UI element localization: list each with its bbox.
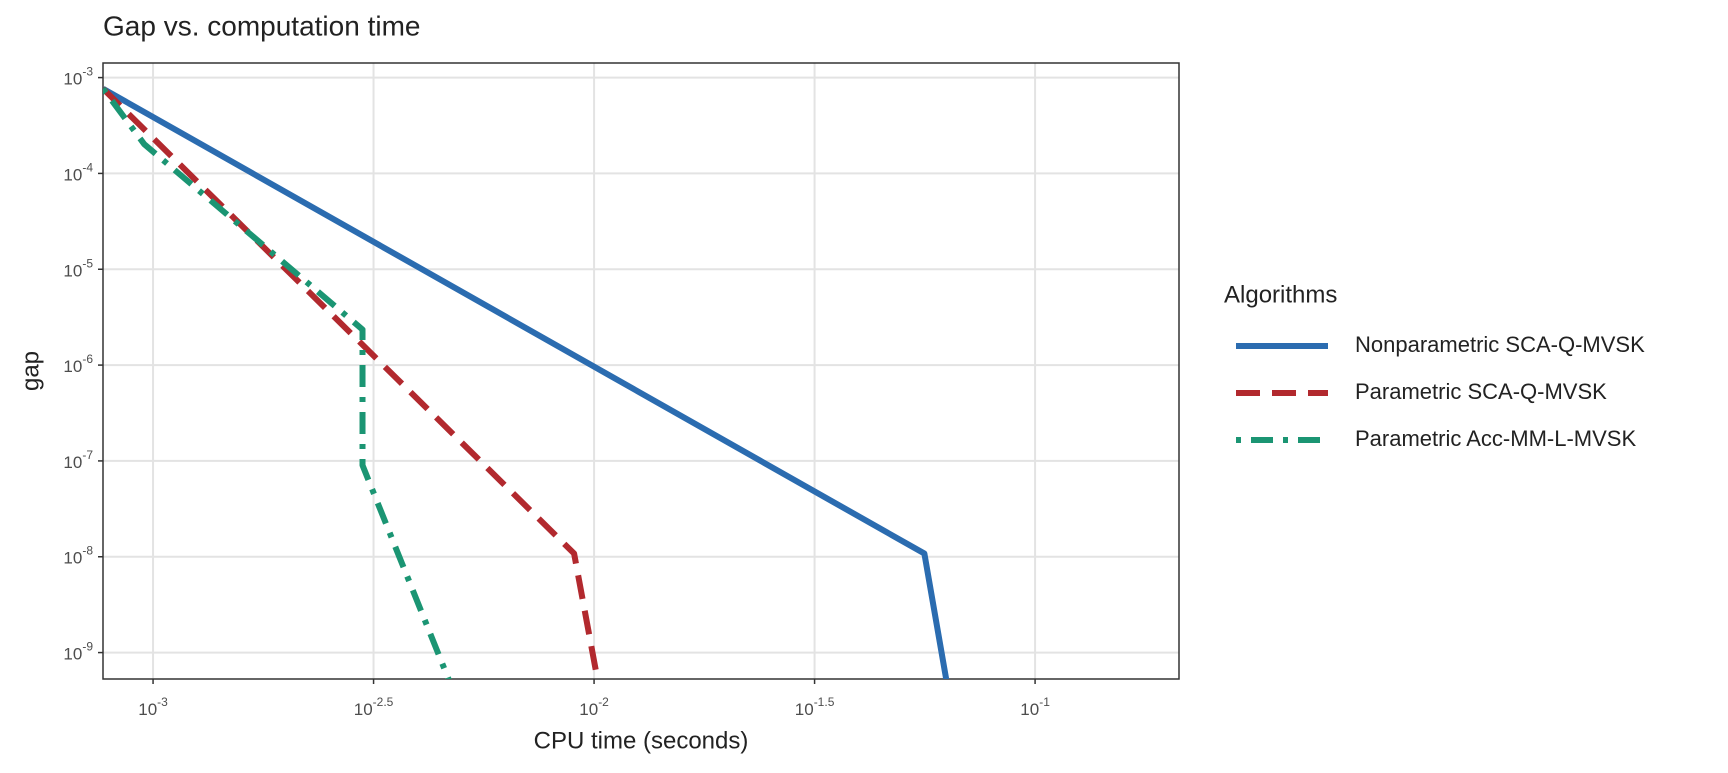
series-line [103,86,950,679]
plot-area [103,86,950,679]
y-tick-label: 10-3 [63,65,93,89]
legend-title: Algorithms [1224,281,1337,308]
y-tick-label: 10-7 [63,448,93,472]
y-axis-label: gap [17,351,44,391]
y-tick-label: 10-6 [63,352,93,376]
x-tick-label: 10-1 [1020,695,1050,719]
legend-label: Nonparametric SCA-Q-MVSK [1355,332,1645,357]
x-tick-label: 10-2.5 [354,695,394,719]
x-axis-label: CPU time (seconds) [534,727,749,754]
x-tick-label: 10-3 [138,695,168,719]
plot-border [102,62,1180,680]
chart-title: Gap vs. computation time [103,10,420,41]
x-tick-label: 10-2 [579,695,609,719]
x-tick-label: 10-1.5 [795,695,835,719]
y-tick-label: 10-8 [63,544,93,568]
series-line [103,86,452,679]
legend-label: Parametric Acc-MM-L-MVSK [1355,426,1636,451]
legend-label: Parametric SCA-Q-MVSK [1355,379,1607,404]
series-line [103,86,601,679]
y-tick-label: 10-9 [63,640,93,664]
y-tick-label: 10-5 [63,256,93,280]
y-tick-label: 10-4 [63,161,93,185]
